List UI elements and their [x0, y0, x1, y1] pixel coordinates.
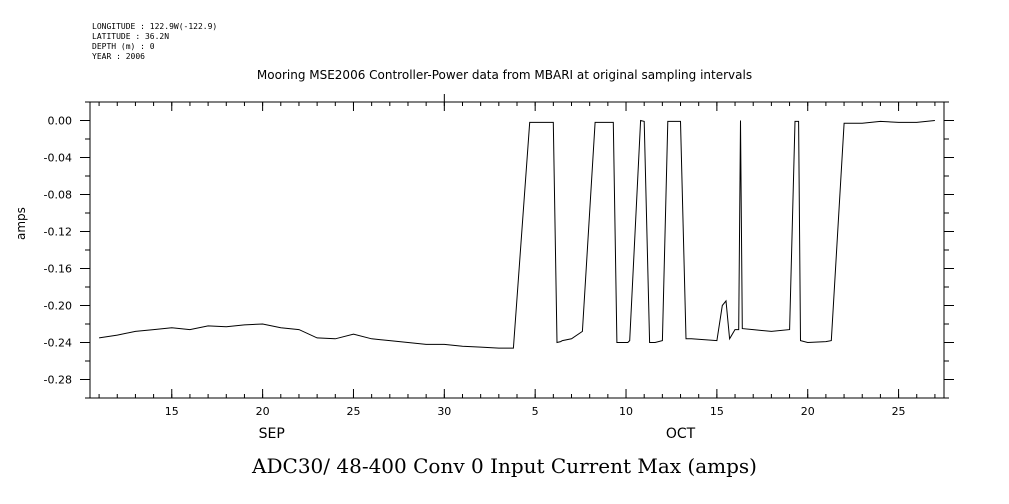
x-tick-label: 20: [256, 405, 270, 418]
axis-ticks: [80, 94, 954, 399]
depth-text: DEPTH (m) : 0: [92, 42, 155, 51]
chart-caption: ADC30/ 48-400 Conv 0 Input Current Max (…: [252, 454, 757, 478]
x-tick-label: 5: [532, 405, 539, 418]
x-tick-label: 25: [892, 405, 906, 418]
y-tick-label: -0.04: [44, 152, 72, 165]
x-tick-label: 25: [346, 405, 360, 418]
x-tick-label: 10: [619, 405, 633, 418]
x-tick-label: 15: [710, 405, 724, 418]
chart-title: Mooring MSE2006 Controller-Power data fr…: [256, 68, 753, 82]
series-line: [99, 119, 935, 349]
longitude-text: LONGITUDE : 122.9W(-122.9): [92, 22, 218, 31]
month-label: OCT: [666, 426, 696, 442]
x-tick-label: 15: [165, 405, 179, 418]
y-tick-label: -0.28: [44, 374, 72, 387]
year-text: YEAR : 2006: [92, 52, 145, 61]
y-tick-label: -0.16: [44, 263, 72, 276]
y-tick-label: -0.20: [44, 300, 72, 313]
x-tick-label: 20: [801, 405, 815, 418]
y-tick-label: -0.08: [44, 189, 72, 202]
y-tick-label: -0.24: [44, 337, 72, 350]
y-tick-label: 0.00: [48, 115, 73, 128]
plot-frame: [89, 101, 945, 399]
month-label: SEP: [259, 426, 285, 442]
axis-tick-labels: 15 20 25 30 5 10 15 20 25 SEP OCT 0.00 -0.04 -0.08 -0.…: [44, 115, 906, 443]
x-tick-label: 30: [437, 405, 451, 418]
y-tick-label: -0.12: [44, 226, 72, 239]
metadata-block: LONGITUDE : 122.9W(-122.9) LATITUDE : 36…: [92, 22, 217, 62]
latitude-text: LATITUDE : 36.2N: [92, 32, 170, 41]
